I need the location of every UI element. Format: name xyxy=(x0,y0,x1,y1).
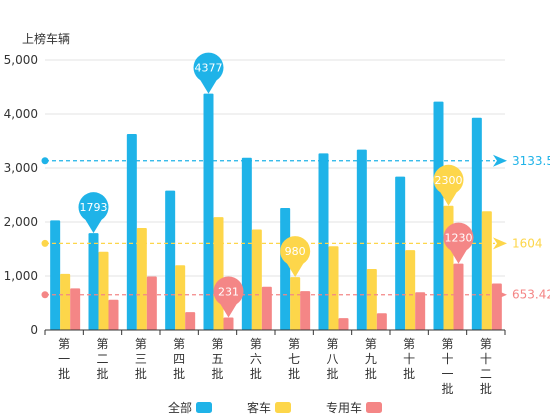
mark-point-pin: 4377 xyxy=(193,52,224,94)
bar xyxy=(251,229,262,330)
average-line-label: 653.42 xyxy=(512,288,550,302)
bar xyxy=(318,153,329,330)
mark-point-label: 2300 xyxy=(435,174,463,187)
bar xyxy=(290,277,301,330)
y-tick-label: 1,000 xyxy=(4,269,38,283)
bar xyxy=(241,157,252,330)
legend-swatch xyxy=(366,402,382,413)
x-tick-label: 第十一批 xyxy=(441,337,453,396)
bar xyxy=(126,133,137,330)
legend-swatch xyxy=(275,402,291,413)
average-line-arrow xyxy=(493,237,507,250)
average-line-arrow xyxy=(493,154,507,167)
bar xyxy=(338,318,349,330)
bar xyxy=(136,227,147,330)
mark-point-tail xyxy=(85,219,102,234)
mark-point-tail xyxy=(220,303,237,318)
y-axis-label: 上榜车辆 xyxy=(22,31,70,46)
bar xyxy=(146,276,157,330)
bar xyxy=(203,93,214,330)
y-tick-label: 4,000 xyxy=(4,107,38,121)
average-lines: 3133.58 1604 653.42 xyxy=(41,154,550,302)
bar xyxy=(261,286,272,330)
bar xyxy=(328,246,339,330)
y-tick-label: 5,000 xyxy=(4,53,38,67)
bar xyxy=(175,265,186,330)
bar xyxy=(356,149,367,330)
average-line-arrow xyxy=(493,288,507,301)
mark-point-pin: 231 xyxy=(213,276,244,318)
average-line-label: 3133.58 xyxy=(512,154,550,168)
bar xyxy=(223,317,234,330)
x-tick-label: 第五批 xyxy=(211,337,223,381)
legend-label: 客车 xyxy=(247,400,271,415)
bar xyxy=(213,217,224,330)
bar xyxy=(108,299,119,330)
bar xyxy=(98,251,109,330)
bar xyxy=(88,233,99,330)
mark-points: 1793 4377 980 2300 231 1230 xyxy=(78,52,474,318)
average-line-label: 1604 xyxy=(512,236,543,250)
bar xyxy=(165,190,176,330)
x-axis-ticks: 第一批 第二批 第三批 第四批 第五批 第六批 第七批 第八批 第九批 第十批 第十一批 第十二批 xyxy=(44,330,506,396)
mark-point-label: 4377 xyxy=(195,62,223,75)
x-tick-label: 第二批 xyxy=(96,337,108,381)
x-tick-label: 第七批 xyxy=(288,337,300,381)
mark-point-head xyxy=(280,236,311,267)
x-tick-label: 第九批 xyxy=(365,337,377,381)
x-tick-label: 第四批 xyxy=(173,337,185,381)
mark-point-tail xyxy=(440,192,457,206)
legend-item[interactable]: 客车 xyxy=(247,400,291,415)
y-tick-label: 0 xyxy=(30,323,38,337)
y-axis-ticks: 0 1,000 2,000 3,000 4,000 5,000 xyxy=(4,53,38,337)
x-tick-label: 第三批 xyxy=(135,337,147,381)
mark-point-label: 980 xyxy=(285,245,306,258)
mark-point-tail xyxy=(286,263,304,278)
x-tick-label: 第十批 xyxy=(403,337,415,381)
legend-label: 全部 xyxy=(168,400,192,415)
bar xyxy=(300,291,311,330)
grid-lines xyxy=(45,59,505,277)
y-tick-label: 3,000 xyxy=(4,161,38,175)
mark-point-pin: 1230 xyxy=(443,222,474,264)
mark-point-head xyxy=(193,52,224,83)
bar xyxy=(376,313,387,330)
bar xyxy=(185,312,196,330)
mark-point-pin: 2300 xyxy=(433,164,464,206)
bar xyxy=(60,273,71,330)
x-tick-label: 第八批 xyxy=(326,337,338,381)
bar xyxy=(70,288,81,330)
mark-point-label: 1793 xyxy=(80,201,108,214)
bar xyxy=(471,117,482,330)
bar xyxy=(453,263,464,330)
mark-point-head xyxy=(78,192,109,223)
legend-swatch xyxy=(196,402,212,413)
bar xyxy=(433,101,444,330)
bar xyxy=(50,220,61,330)
legend-label: 专用车 xyxy=(326,400,362,415)
mark-point-head xyxy=(443,222,474,253)
x-tick-label: 第十二批 xyxy=(480,337,492,396)
x-tick-label: 第六批 xyxy=(250,337,262,381)
x-tick-label: 第一批 xyxy=(58,337,70,381)
legend[interactable]: 全部 客车 专用车 xyxy=(168,400,382,415)
mark-point-tail xyxy=(450,249,467,264)
bar xyxy=(395,176,406,330)
legend-item[interactable]: 专用车 xyxy=(326,400,382,415)
bar xyxy=(366,268,377,330)
mark-point-label: 231 xyxy=(218,286,239,299)
bar xyxy=(481,211,492,330)
bar xyxy=(415,292,426,330)
bar xyxy=(405,250,416,330)
mark-point-pin: 1793 xyxy=(78,192,109,234)
bar xyxy=(280,207,291,330)
mark-point-head xyxy=(433,164,464,195)
legend-item[interactable]: 全部 xyxy=(168,400,212,415)
mark-point-pin: 980 xyxy=(280,236,311,278)
mark-point-label: 1230 xyxy=(445,232,473,245)
y-tick-label: 2,000 xyxy=(4,215,38,229)
mark-point-tail xyxy=(200,79,217,94)
mark-point-head xyxy=(213,276,244,307)
